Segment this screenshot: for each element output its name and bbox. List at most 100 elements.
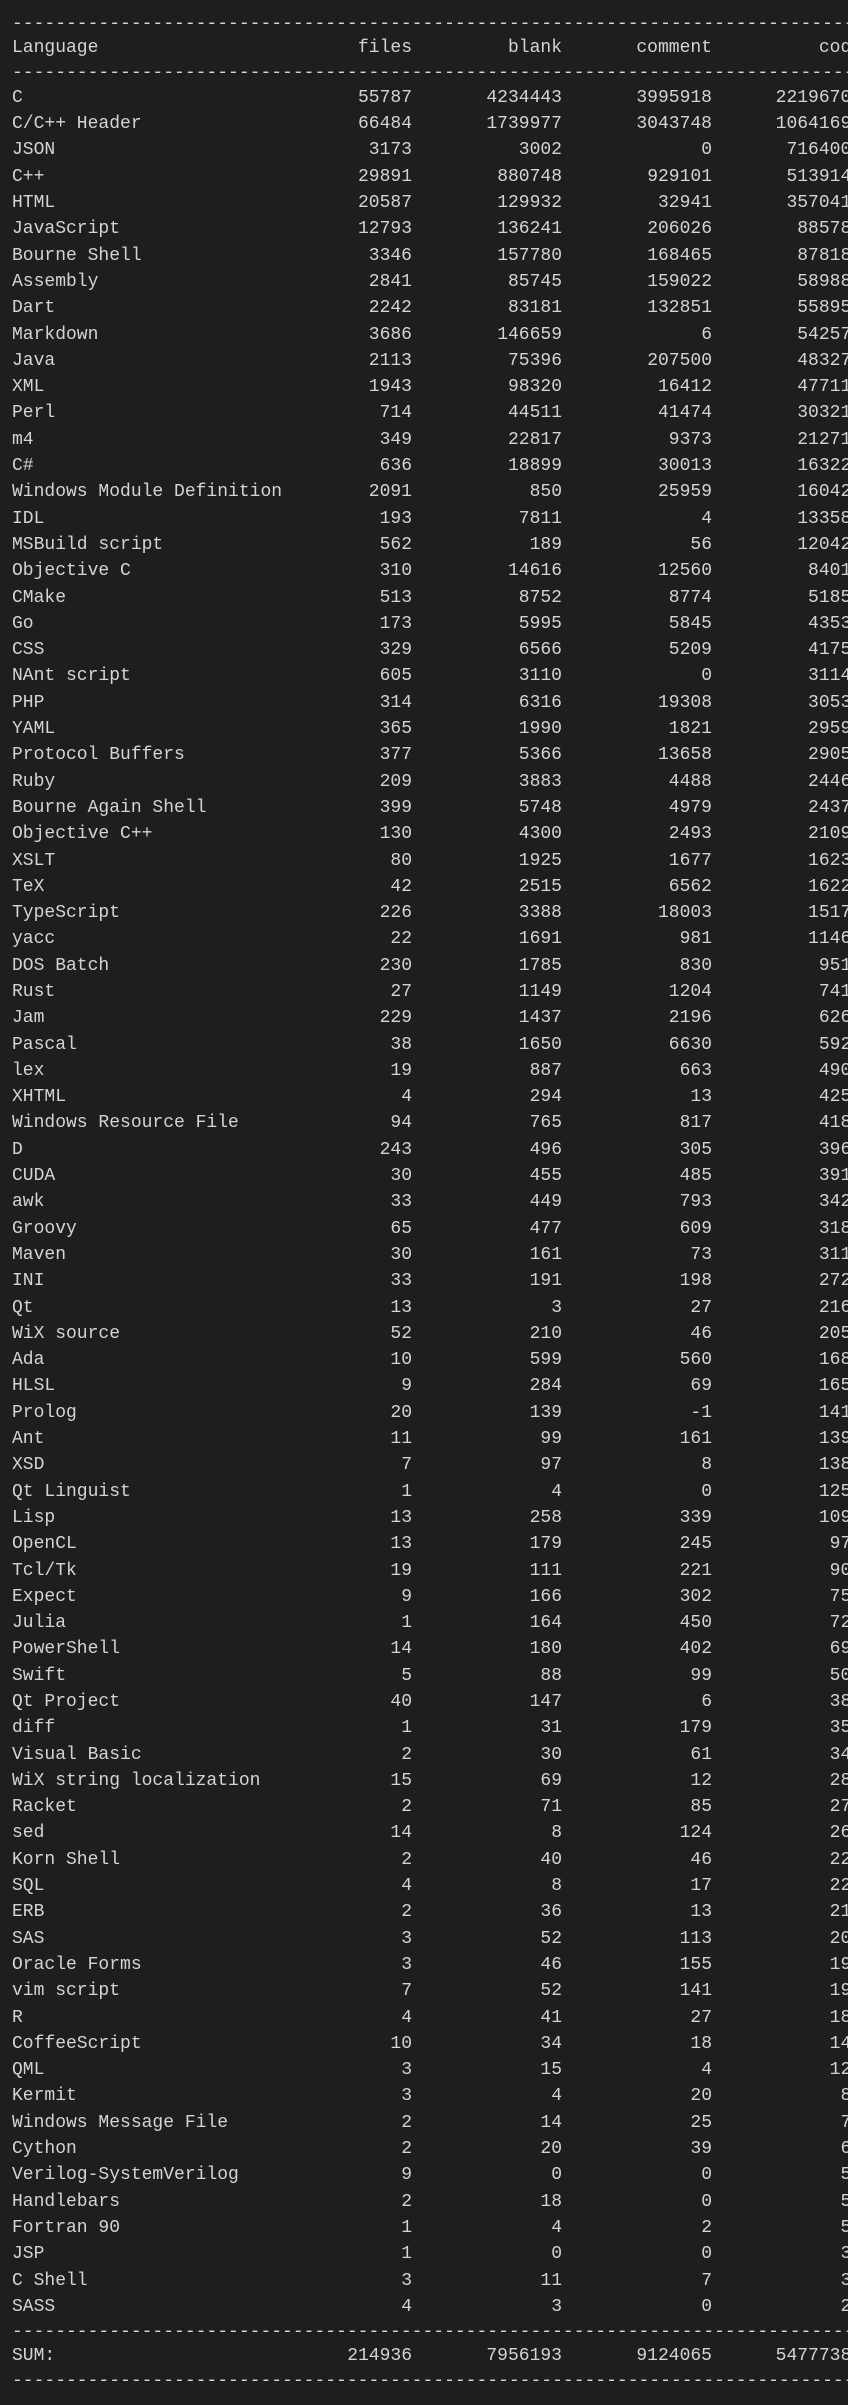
table-row: XSD79781385 [12,1452,848,1478]
table-row: Assembly284185745159022589888 [12,269,848,295]
cell-blank: 179 [412,1531,562,1557]
cell-code: 30531 [712,690,848,716]
cell-language: TeX [12,874,292,900]
cell-code: 1385 [712,1452,848,1478]
cell-code: 22196707 [712,85,848,111]
cell-language: Ada [12,1347,292,1373]
cell-code: 180 [712,2005,848,2031]
cell-language: Perl [12,400,292,426]
cell-language: Java [12,348,292,374]
cell-comment: 113 [562,1926,712,1952]
cell-comment: 0 [562,2162,712,2188]
cell-code: 226 [712,1847,848,1873]
cell-comment: 1677 [562,848,712,874]
cell-comment: 6 [562,1689,712,1715]
cell-comment: 168465 [562,243,712,269]
cell-language: C Shell [12,2268,292,2294]
cell-files: 11 [292,1426,412,1452]
cell-blank: 4 [412,2215,562,2241]
cell-comment: 30013 [562,453,712,479]
table-row: DOS Batch23017858309511 [12,953,848,979]
table-row: XSLT801925167716234 [12,848,848,874]
table-row: Rust27114912047414 [12,979,848,1005]
cell-language: Oracle Forms [12,1952,292,1978]
cell-language: XSD [12,1452,292,1478]
cell-blank: 44511 [412,400,562,426]
cell-blank: 189 [412,532,562,558]
cell-language: R [12,2005,292,2031]
table-row: Qt Project401476383 [12,1689,848,1715]
cell-files: 22 [292,926,412,952]
cell-files: 1 [292,2241,412,2267]
cell-comment: 4 [562,2057,712,2083]
cell-comment: 1821 [562,716,712,742]
cell-code: 589888 [712,269,848,295]
cell-comment: 0 [562,2241,712,2267]
cell-comment: 4 [562,506,712,532]
cell-files: 14 [292,1636,412,1662]
cell-blank: 30 [412,1742,562,1768]
cell-language: XML [12,374,292,400]
cell-blank: 75396 [412,348,562,374]
cell-code: 4906 [712,1058,848,1084]
cell-comment: 0 [562,1479,712,1505]
cell-code: 7164009 [712,137,848,163]
table-row: Handlebars218058 [12,2189,848,2215]
table-row: JavaScript12793136241206026885781 [12,216,848,242]
cell-blank: 180 [412,1636,562,1662]
cell-code: 207 [712,1926,848,1952]
cell-language: Groovy [12,1216,292,1242]
cell-language: C [12,85,292,111]
cell-language: Verilog-SystemVerilog [12,2162,292,2188]
table-row: Windows Message File2142577 [12,2110,848,2136]
cell-language: XHTML [12,1084,292,1110]
cell-code: 383 [712,1689,848,1715]
cell-code: 4253 [712,1084,848,1110]
table-row: Qt Linguist1401258 [12,1479,848,1505]
cell-code: 483271 [712,348,848,374]
cloc-output-table: ----------------------------------------… [12,12,848,2393]
table-row: SQL4817224 [12,1873,848,1899]
cell-code: 133589 [712,506,848,532]
cell-files: 130 [292,821,412,847]
cell-language: ERB [12,1899,292,1925]
cell-language: Handlebars [12,2189,292,2215]
cell-comment: -1 [562,1400,712,1426]
cell-code: 77 [712,2110,848,2136]
cell-blank: 52 [412,1978,562,2004]
cell-code: 1095 [712,1505,848,1531]
table-row: CMake5138752877451855 [12,585,848,611]
cell-code: 193 [712,1978,848,2004]
cell-code: 1681 [712,1347,848,1373]
cell-blank: 52 [412,1926,562,1952]
table-row: HTML20587129932329413570411 [12,190,848,216]
cell-code: 26 [712,2294,848,2320]
cell-blank: 111 [412,1558,562,1584]
cell-code: 303218 [712,400,848,426]
table-row: OpenCL13179245974 [12,1531,848,1557]
cell-blank: 97 [412,1452,562,1478]
table-row: C Shell311731 [12,2268,848,2294]
cell-files: 377 [292,742,412,768]
cell-comment: 2493 [562,821,712,847]
cell-blank: 850 [412,479,562,505]
cell-comment: 124 [562,1820,712,1846]
cell-code: 212711 [712,427,848,453]
table-row: Cython2203964 [12,2136,848,2162]
cell-files: 30 [292,1242,412,1268]
cell-files: 349 [292,427,412,453]
cell-blank: 2515 [412,874,562,900]
header-comment: comment [562,36,712,60]
cell-code: 24468 [712,769,848,795]
cell-files: 3346 [292,243,412,269]
cell-comment: 817 [562,1110,712,1136]
cell-files: 2 [292,1742,412,1768]
table-row: Go1735995584543532 [12,611,848,637]
cell-files: 27 [292,979,412,1005]
divider-top: ----------------------------------------… [12,12,848,36]
cell-language: SAS [12,1926,292,1952]
table-row: D2434963053967 [12,1137,848,1163]
table-row: NAnt script6053110031143 [12,663,848,689]
cell-comment: 3995918 [562,85,712,111]
cell-comment: 663 [562,1058,712,1084]
